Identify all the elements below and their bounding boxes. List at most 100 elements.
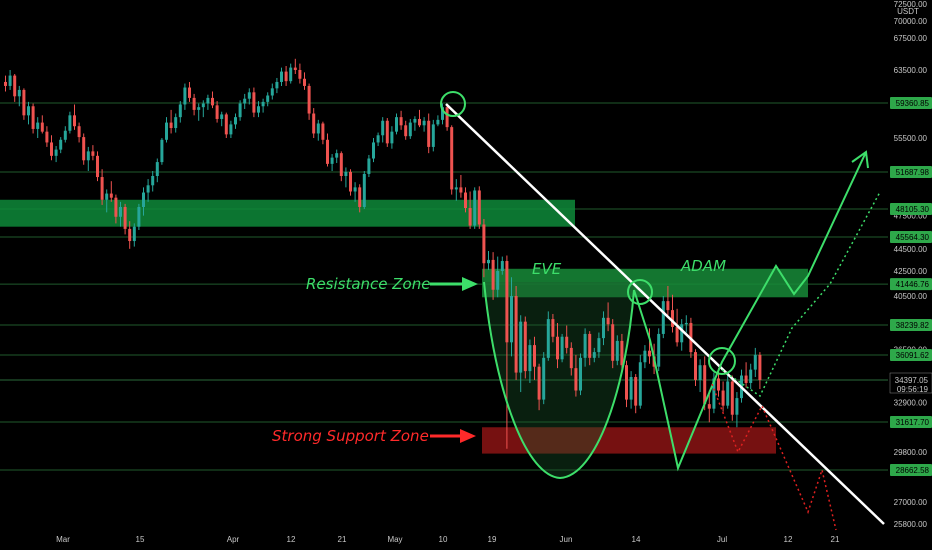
annotation-labels: Resistance Zone Strong Support Zone EVE ADA…	[272, 257, 726, 445]
touch-circle	[440, 91, 466, 117]
price-tick-label: 72500.00	[894, 0, 928, 9]
candle-body	[648, 350, 651, 357]
candle-body	[753, 354, 757, 370]
price-level-tag	[890, 349, 932, 362]
breakout-circle	[708, 347, 736, 375]
candle-body	[390, 131, 394, 144]
candle-body	[560, 336, 564, 360]
candle-body	[215, 105, 219, 119]
candle-body	[284, 71, 288, 82]
candle-body	[155, 162, 159, 177]
candle-body	[238, 103, 242, 118]
time-tick-label: 12	[784, 535, 793, 544]
candle-body	[17, 89, 21, 97]
candle-body	[86, 151, 90, 161]
candle-body	[50, 142, 53, 156]
adam-arrowhead	[851, 150, 869, 169]
price-level-tag	[890, 202, 932, 215]
candle-body	[128, 228, 132, 242]
candle-body	[367, 158, 371, 174]
candle-body	[13, 75, 17, 97]
candle-body	[137, 206, 141, 227]
candle-body	[684, 322, 688, 325]
candle-body	[717, 378, 720, 391]
candle-body	[372, 142, 375, 159]
candle-body	[211, 97, 214, 106]
price-level-tag-text: 38239.82	[896, 321, 930, 330]
time-tick-label: 12	[287, 535, 296, 544]
candle-body	[569, 347, 573, 369]
candle-body	[707, 404, 711, 409]
candle-body	[661, 301, 665, 334]
time-tick-label: May	[387, 535, 402, 544]
candle-body	[234, 117, 237, 125]
price-tick-label: 40500.00	[894, 292, 928, 301]
candle-body	[625, 365, 628, 400]
price-level-tag-text: 28662.58	[896, 466, 930, 475]
candle-body	[123, 206, 127, 229]
price-tick-label: 63500.00	[894, 66, 928, 75]
candle-body	[339, 153, 343, 177]
candle-body	[712, 378, 716, 409]
candle-body	[450, 127, 454, 190]
candle-body	[491, 259, 495, 290]
candle-body	[615, 340, 619, 361]
candle-body	[362, 173, 366, 207]
trendline	[445, 103, 885, 525]
price-tick-label: 67500.00	[894, 34, 928, 43]
projection-down-dotted	[711, 383, 837, 531]
candle-body	[395, 117, 398, 132]
time-tick-label: 10	[439, 535, 448, 544]
candle-body	[441, 107, 444, 120]
candles	[4, 58, 762, 449]
candle-body	[8, 75, 12, 86]
time-tick-label: 15	[136, 535, 145, 544]
countdown-text: 09:56:19	[897, 385, 929, 394]
price-level-tag-text: 31617.70	[896, 418, 930, 427]
candle-body	[353, 187, 357, 192]
candle-body	[758, 354, 762, 380]
candle-body	[114, 197, 118, 217]
candle-body	[588, 333, 592, 358]
candle-body	[376, 135, 380, 143]
price-tick-label: 25800.00	[894, 520, 928, 529]
candle-body	[165, 122, 168, 140]
price-level-tag-text: 41446.76	[896, 280, 930, 289]
time-tick-label: Mar	[56, 535, 70, 544]
candle-body	[680, 324, 684, 343]
candle-body	[174, 117, 178, 129]
candle-body	[63, 130, 67, 140]
candle-body	[197, 107, 201, 110]
candle-body	[73, 115, 76, 127]
annotation-label: Strong Support Zone	[272, 427, 429, 445]
candle-body	[675, 326, 679, 343]
drawings	[430, 91, 885, 531]
candle-body	[40, 122, 44, 132]
candle-body	[266, 95, 270, 102]
time-tick-label: Jun	[560, 535, 573, 544]
adam-path	[633, 151, 867, 472]
candle-body	[611, 324, 615, 361]
candle-body	[454, 187, 458, 190]
time-tick-label: 14	[632, 535, 641, 544]
price-tick-label: 70000.00	[894, 17, 928, 26]
candle-body	[119, 206, 122, 217]
candle-body	[505, 261, 509, 343]
candle-body	[91, 151, 95, 156]
candle-body	[445, 107, 449, 128]
candle-body	[105, 193, 109, 200]
time-axis: Mar 15 Apr 12 21 May 10 19 Jun 14 Jul 12 21	[56, 535, 840, 544]
candle-body	[436, 119, 440, 125]
candle-body	[385, 120, 389, 144]
candle-body	[312, 113, 316, 134]
candle-body	[500, 261, 504, 271]
candle-body	[82, 137, 86, 161]
candle-body	[413, 118, 417, 123]
candle-body	[537, 366, 541, 400]
candle-body	[247, 92, 251, 99]
support-zone	[482, 427, 776, 454]
resistance-arrow-head	[462, 277, 478, 291]
current-price-tag	[889, 372, 932, 394]
candle-body	[519, 321, 523, 373]
